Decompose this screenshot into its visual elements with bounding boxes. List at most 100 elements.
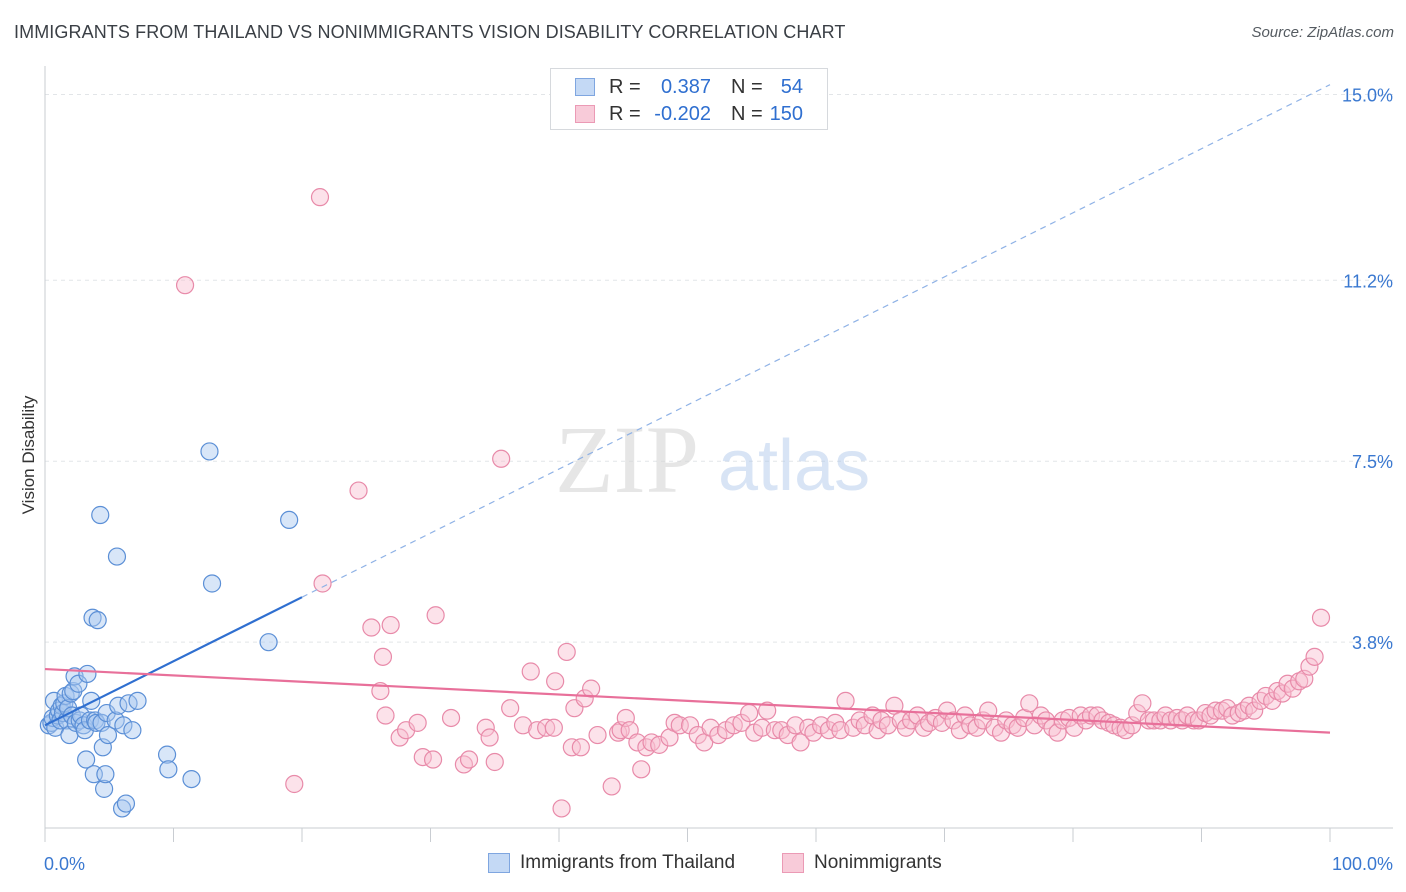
source-label: Source: ZipAtlas.com [1251, 24, 1394, 41]
thailand-point [107, 547, 127, 566]
x-tick-label: 0.0% [44, 854, 85, 874]
nonimmigrants-point [1278, 674, 1297, 693]
thailand-point [259, 633, 278, 652]
nonimmigrants-point [362, 618, 381, 637]
nonimmigrants-point [1283, 679, 1302, 698]
nonimmigrants-point [408, 713, 427, 732]
nonimmigrants-point [1300, 657, 1319, 676]
nonimmigrants-point [313, 574, 332, 593]
thailand-trend-line [44, 596, 303, 727]
nonimmigrants-point [967, 718, 986, 737]
thailand-point [91, 505, 110, 525]
nonimmigrants-point [609, 723, 628, 742]
nonimmigrants-point [175, 276, 195, 295]
nonimmigrants-point [575, 689, 594, 708]
nonimmigrants-point [1311, 608, 1331, 627]
nonimmigrants-legend-swatch [782, 853, 804, 873]
nonimmigrants-point [426, 606, 445, 625]
thailand-point [88, 611, 107, 630]
trend-lines [44, 84, 1331, 734]
nonimmigrants-trend-line [44, 667, 1331, 734]
thailand-point [95, 779, 114, 798]
legend-n-value: 150 [769, 103, 803, 125]
nonimmigrants-point [701, 718, 720, 737]
thailand-legend-swatch [488, 853, 510, 873]
nonimmigrants-point [441, 708, 461, 728]
nonimmigrants-point [1020, 694, 1039, 713]
nonimmigrants-point [373, 647, 393, 666]
nonimmigrants-point [480, 728, 499, 747]
nonimmigrants-point [1239, 696, 1259, 715]
nonimmigrants-point [501, 699, 520, 718]
nonimmigrants-point [544, 718, 563, 737]
legend-r-value: 0.387 [660, 76, 711, 98]
nonimmigrants-point [791, 733, 810, 752]
nonimmigrants-point [546, 672, 565, 691]
nonimmigrants-point [732, 713, 751, 732]
nonimmigrants-point [571, 738, 590, 757]
nonimmigrants-point [513, 716, 533, 735]
nonimmigrants-point [582, 679, 601, 698]
nonimmigrants-point [1273, 684, 1292, 703]
watermark-atlas: atlas [718, 426, 870, 506]
thailand-point [280, 510, 299, 530]
nonimmigrants-point [454, 755, 474, 774]
legend-n-label: N = [731, 103, 763, 125]
y-tick-label: 11.2% [1343, 271, 1393, 291]
nonimmigrants-points [175, 188, 1331, 818]
thailand-swatch [575, 78, 595, 96]
nonimmigrants-point [1245, 701, 1264, 720]
nonimmigrants-point [944, 711, 963, 730]
thailand-point [202, 574, 222, 593]
nonimmigrants-point [285, 774, 304, 794]
nonimmigrants-point [836, 691, 855, 710]
nonimmigrants-point [602, 777, 621, 796]
nonimmigrants-point [632, 760, 651, 779]
y-axis-label: Vision Disability [19, 395, 38, 514]
y-tick-label: 3.8% [1352, 633, 1393, 653]
legend-row-thailand: R = 0.387 N = 54 [551, 74, 827, 100]
thailand-point [159, 760, 178, 779]
nonimmigrants-point [1133, 694, 1152, 713]
legend-label: Immigrants from Thailand [520, 852, 736, 873]
legend-r-label: R = [609, 103, 641, 125]
legend-label: Nonimmigrants [814, 852, 942, 873]
nonimmigrants-point [680, 716, 700, 735]
nonimmigrants-point [1206, 701, 1225, 720]
series-legend: Immigrants from Thailand Nonimmigrants [0, 850, 1406, 880]
thailand-point [98, 725, 118, 745]
nonimmigrants-point [1189, 711, 1209, 730]
legend-r-label: R = [609, 76, 641, 98]
thailand-point [157, 745, 177, 764]
x-tick-label: 100.0% [1332, 854, 1393, 874]
thailand-point [77, 750, 96, 769]
nonimmigrants-swatch [575, 105, 595, 123]
thailand-point [123, 721, 142, 740]
nonimmigrants-point [485, 752, 504, 772]
correlation-legend: R = 0.387 N = 54 R = -0.202 N = 150 [550, 68, 828, 130]
nonimmigrants-point [376, 706, 395, 725]
thailand-point [96, 765, 115, 784]
nonimmigrants-point [670, 716, 689, 735]
nonimmigrants-point [868, 721, 887, 740]
thailand-point [116, 794, 136, 813]
nonimmigrants-point [804, 723, 823, 742]
thailand-point [182, 769, 201, 789]
chart-title: IMMIGRANTS FROM THAILAND VS NONIMMIGRANT… [14, 22, 846, 42]
nonimmigrants-point [758, 701, 777, 720]
thailand-point [114, 716, 133, 735]
nonimmigrants-point [1263, 691, 1282, 710]
nonimmigrants-point [423, 750, 443, 769]
nonimmigrants-point [1234, 701, 1254, 720]
legend-n-value: 54 [780, 76, 803, 98]
thailand-points [39, 442, 299, 818]
nonimmigrants-point [557, 642, 576, 662]
thailand-point [200, 442, 219, 461]
nonimmigrants-point [588, 725, 607, 745]
nonimmigrants-point [492, 449, 511, 468]
nonimmigrants-point [628, 733, 647, 752]
nonimmigrants-point [1305, 647, 1324, 666]
nonimmigrants-point [844, 718, 863, 737]
thailand-point [128, 691, 147, 710]
